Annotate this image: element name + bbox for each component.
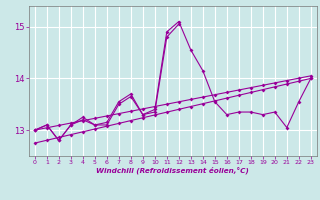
X-axis label: Windchill (Refroidissement éolien,°C): Windchill (Refroidissement éolien,°C) [96, 167, 249, 174]
